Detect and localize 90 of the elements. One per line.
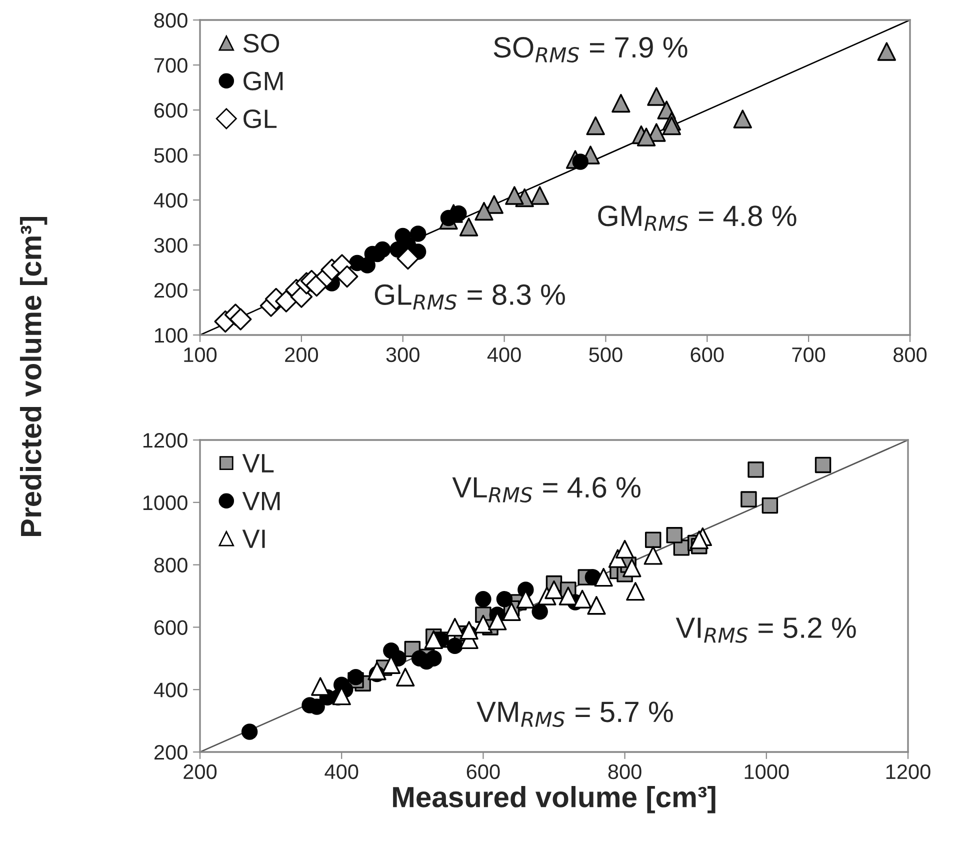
point bbox=[645, 532, 662, 548]
y-tick-label: 500 bbox=[154, 148, 188, 163]
annotation: GM$_{RMS}$ = 4.8 % bbox=[598, 206, 796, 232]
point bbox=[690, 530, 708, 550]
y-tick-label: 300 bbox=[154, 238, 188, 253]
legend-label: GL bbox=[244, 109, 277, 128]
point bbox=[348, 669, 364, 686]
x-tick-label: 700 bbox=[792, 347, 826, 362]
point bbox=[612, 94, 630, 113]
point bbox=[440, 210, 457, 226]
point bbox=[558, 586, 578, 606]
x-tick-label: 400 bbox=[487, 347, 521, 362]
x-tick-label: 100 bbox=[184, 347, 217, 362]
point bbox=[622, 558, 642, 578]
legend-label: VI bbox=[242, 530, 265, 548]
y-tick-label: 600 bbox=[154, 103, 188, 118]
x-tick-label: 800 bbox=[894, 347, 927, 362]
point bbox=[572, 154, 588, 170]
point bbox=[349, 254, 366, 272]
point bbox=[474, 202, 494, 221]
legend-label: SO bbox=[243, 34, 280, 53]
y-tick-label: 800 bbox=[154, 13, 188, 28]
y-tick-label: 700 bbox=[154, 58, 188, 73]
x-tick-label: 300 bbox=[386, 347, 420, 362]
legend-label: GM bbox=[244, 72, 283, 90]
x-tick-label: 400 bbox=[324, 764, 358, 780]
x-axis-title: Measured volume [cm³] bbox=[393, 786, 716, 814]
annotation: VM$_{RMS}$ = 5.7 % bbox=[476, 702, 673, 727]
point bbox=[544, 580, 564, 600]
x-tick-label: 600 bbox=[466, 764, 500, 780]
annotation: SO$_{RMS}$ = 7.9 % bbox=[494, 37, 688, 62]
point bbox=[336, 265, 358, 288]
point bbox=[814, 456, 832, 474]
x-tick-label: 800 bbox=[608, 764, 642, 780]
y-axis-title: Predicted volume [cm³] bbox=[20, 217, 48, 536]
annotation: GL$_{RMS}$ = 8.3 % bbox=[374, 284, 565, 310]
point bbox=[532, 603, 548, 620]
y-tick-label: 800 bbox=[154, 558, 188, 573]
y-tick-label: 400 bbox=[154, 682, 188, 698]
point bbox=[396, 668, 415, 686]
point bbox=[275, 290, 298, 312]
annotation: VL$_{RMS}$ = 4.6 % bbox=[452, 477, 640, 502]
point bbox=[426, 650, 442, 667]
point bbox=[636, 128, 656, 146]
point bbox=[666, 527, 682, 544]
point bbox=[410, 226, 426, 242]
point bbox=[594, 568, 613, 587]
x-tick-label: 1000 bbox=[744, 764, 789, 780]
legend-label: VL bbox=[242, 454, 274, 472]
x-tick-label: 1200 bbox=[886, 764, 930, 780]
y-tick-label: 400 bbox=[154, 193, 188, 208]
point bbox=[502, 602, 521, 621]
point bbox=[740, 491, 757, 508]
y-tick-label: 1000 bbox=[143, 495, 188, 510]
point bbox=[587, 596, 606, 615]
x-tick-label: 200 bbox=[184, 764, 217, 780]
point bbox=[877, 42, 896, 61]
y-tick-label: 200 bbox=[154, 283, 188, 298]
point bbox=[460, 620, 478, 640]
legend-label: VM bbox=[242, 492, 280, 510]
point bbox=[662, 116, 681, 136]
point bbox=[229, 308, 252, 330]
point bbox=[626, 582, 645, 601]
point bbox=[446, 638, 463, 654]
y-tick-label: 600 bbox=[154, 620, 188, 635]
x-tick-label: 500 bbox=[589, 347, 622, 362]
point bbox=[424, 630, 443, 650]
point bbox=[396, 247, 420, 270]
y-tick-label: 200 bbox=[154, 745, 188, 760]
point bbox=[475, 591, 492, 608]
x-tick-label: 200 bbox=[285, 347, 318, 362]
point bbox=[586, 116, 605, 136]
annotation: VI$_{RMS}$ = 5.2 % bbox=[676, 617, 856, 643]
point bbox=[505, 186, 524, 205]
point bbox=[572, 590, 592, 608]
point bbox=[496, 591, 513, 608]
point bbox=[615, 540, 634, 559]
y-tick-label: 100 bbox=[155, 328, 188, 343]
point bbox=[368, 662, 386, 680]
point bbox=[762, 497, 778, 514]
point bbox=[530, 186, 550, 205]
y-tick-label: 1200 bbox=[143, 433, 188, 448]
point bbox=[644, 546, 662, 565]
point bbox=[474, 614, 493, 634]
point bbox=[241, 724, 258, 740]
point bbox=[459, 218, 478, 236]
point bbox=[733, 110, 752, 128]
point bbox=[748, 462, 764, 478]
point bbox=[647, 87, 666, 106]
x-tick-label: 600 bbox=[690, 347, 724, 362]
